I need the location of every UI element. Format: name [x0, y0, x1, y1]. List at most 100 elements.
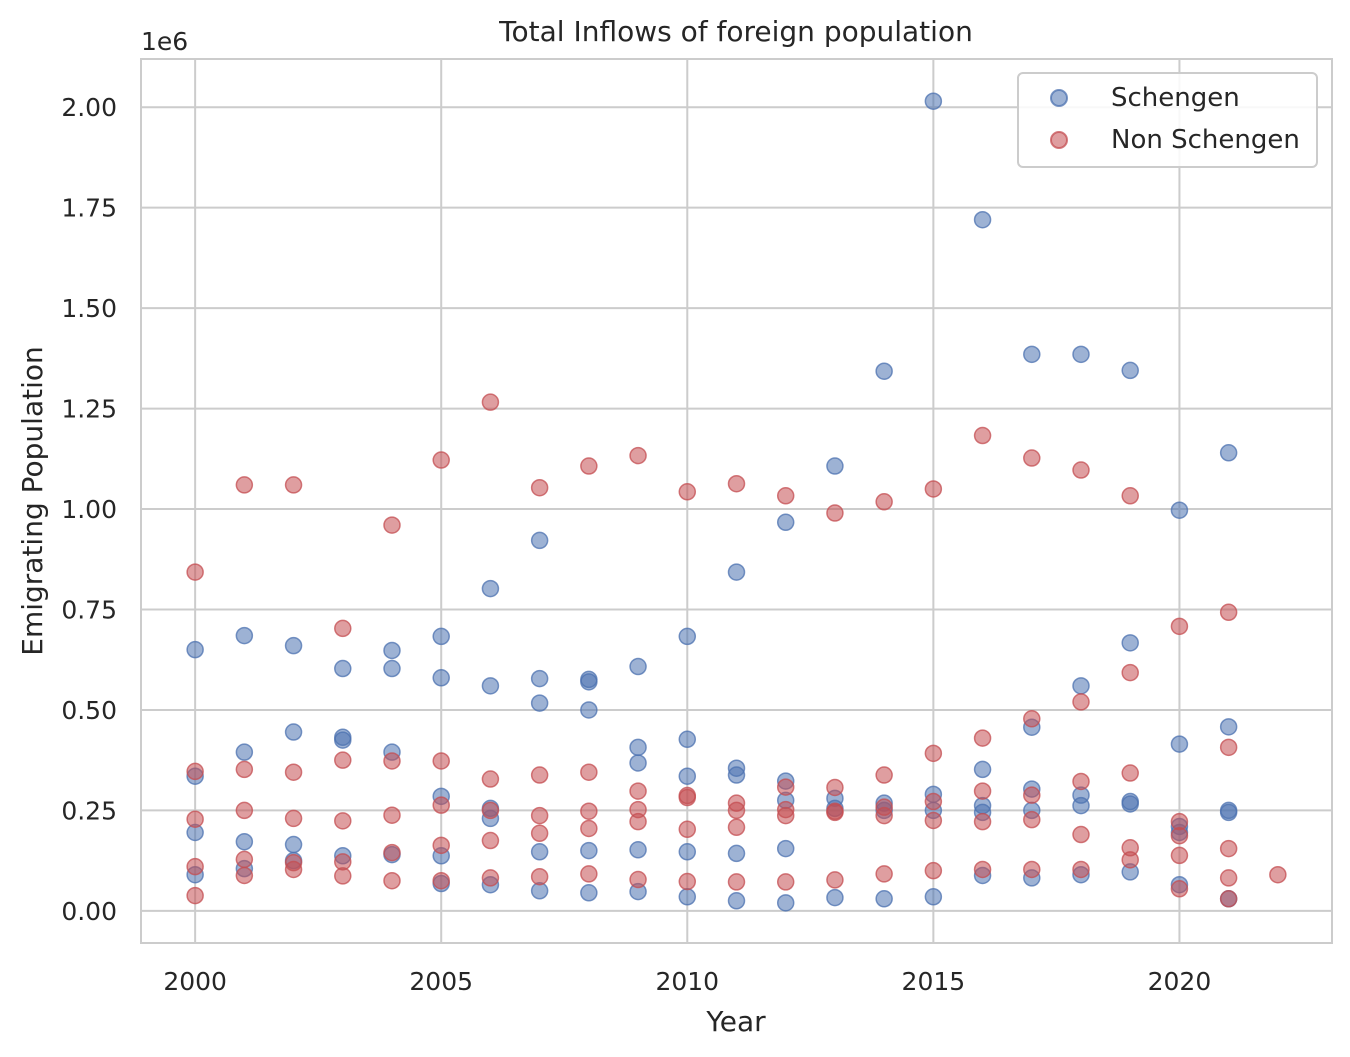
- data-point: [334, 812, 352, 830]
- data-point: [1170, 846, 1189, 865]
- data-point: [875, 493, 893, 511]
- data-point: [924, 888, 943, 906]
- data-point: [284, 636, 303, 655]
- data-point: [284, 860, 303, 879]
- data-point: [580, 841, 598, 860]
- data-point: [924, 811, 943, 830]
- data-point: [1219, 839, 1238, 858]
- y-tick-label: 1.50: [61, 294, 117, 323]
- data-point: [875, 362, 893, 380]
- data-point: [973, 812, 992, 831]
- data-point: [481, 801, 500, 820]
- data-point: [530, 694, 549, 712]
- data-point: [1121, 795, 1139, 813]
- data-point: [678, 483, 697, 501]
- data-point: [1170, 617, 1189, 636]
- data-point: [334, 751, 352, 769]
- data-point: [776, 778, 795, 796]
- legend-label-schengen: Schengen: [1111, 83, 1240, 113]
- data-point: [1023, 810, 1041, 829]
- data-point: [727, 801, 746, 820]
- data-point: [1170, 826, 1189, 845]
- data-point: [826, 888, 844, 907]
- data-point: [924, 480, 943, 498]
- data-point: [629, 754, 647, 772]
- data-point: [776, 806, 795, 825]
- data-point: [1072, 345, 1090, 364]
- data-point: [530, 806, 549, 825]
- data-point: [727, 844, 746, 863]
- y-axis-label: Emigrating Population: [16, 346, 49, 655]
- data-point: [383, 806, 401, 824]
- data-point: [1072, 772, 1090, 791]
- data-point: [678, 872, 697, 891]
- data-point: [1072, 693, 1090, 711]
- data-point: [383, 843, 401, 862]
- data-point: [629, 782, 647, 800]
- data-point: [432, 871, 450, 890]
- data-point: [875, 865, 893, 883]
- data-point: [875, 766, 893, 784]
- data-point: [481, 831, 500, 850]
- data-point: [235, 760, 254, 779]
- data-point: [1023, 860, 1041, 879]
- data-point: [678, 627, 697, 646]
- data-point: [1170, 735, 1189, 753]
- data-point: [235, 850, 254, 869]
- data-point: [580, 457, 598, 475]
- legend-marker-non-schengen: [1050, 131, 1068, 149]
- data-point: [1121, 487, 1139, 505]
- tick-labels: 2000 2005 2010 2015 2020 0.00 0.25 0.50 0.75 1.00…: [61, 93, 1211, 996]
- data-point: [530, 867, 549, 886]
- data-point: [580, 673, 598, 691]
- data-point: [432, 451, 450, 469]
- data-point: [1170, 501, 1189, 519]
- plot-frame: [140, 58, 1333, 944]
- data-point: [776, 894, 795, 912]
- data-point: [530, 766, 549, 784]
- data-point: [235, 801, 254, 820]
- data-point: [678, 730, 697, 749]
- data-point: [678, 843, 697, 861]
- data-point: [186, 857, 204, 876]
- data-point: [530, 843, 549, 861]
- data-point: [1023, 345, 1041, 364]
- data-point: [629, 446, 647, 465]
- x-tick-label: 2015: [902, 967, 966, 996]
- data-point: [186, 810, 204, 828]
- y-tick-label: 0.75: [61, 595, 117, 624]
- y-tick-label: 1.25: [61, 395, 117, 424]
- data-point: [1121, 764, 1139, 782]
- data-point: [1219, 890, 1238, 908]
- data-point: [235, 866, 254, 885]
- data-point: [678, 767, 697, 785]
- data-point: [924, 92, 943, 110]
- data-point: [1072, 461, 1090, 479]
- data-point: [1023, 449, 1041, 467]
- data-point: [727, 892, 746, 910]
- data-point: [826, 778, 844, 797]
- data-point: [1219, 718, 1238, 736]
- data-point: [1072, 796, 1090, 815]
- data-point: [973, 860, 992, 879]
- data-point: [580, 763, 598, 781]
- data-point: [924, 744, 943, 763]
- data-point: [678, 820, 697, 839]
- data-point: [727, 474, 746, 493]
- y-tick-label: 0.00: [61, 897, 117, 926]
- data-point: [1023, 786, 1041, 804]
- data-point: [973, 210, 992, 229]
- x-tick-label: 2020: [1148, 967, 1212, 996]
- data-point: [973, 729, 992, 747]
- data-point: [186, 563, 204, 581]
- data-point: [1121, 634, 1139, 652]
- data-point: [481, 677, 500, 695]
- data-point: [334, 659, 352, 678]
- data-point: [875, 890, 893, 908]
- data-point: [530, 669, 549, 688]
- data-point: [1072, 677, 1090, 695]
- data-point: [235, 626, 254, 645]
- data-point: [235, 743, 254, 761]
